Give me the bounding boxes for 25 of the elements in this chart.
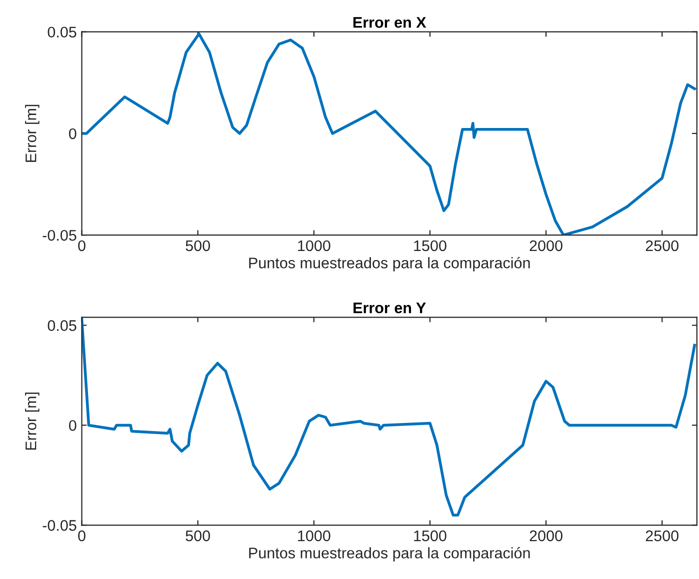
x-tick-label: 1500 [414, 530, 446, 542]
x-tick-label: 0 [78, 240, 86, 252]
y-axis-title: Error [m] [25, 104, 40, 162]
x-tick-label: 2000 [530, 240, 562, 252]
chart-title: Error en Y [354, 302, 426, 314]
y-tick-label: 0.05 [48, 26, 76, 38]
x-tick-label: 1000 [298, 240, 330, 252]
y-tick-label: 0.05 [48, 320, 76, 331]
x-tick-label: 1000 [298, 530, 330, 542]
line-series [82, 32, 696, 236]
y-axis-title: Error [m] [25, 392, 40, 450]
x-tick-label: 2500 [646, 530, 678, 542]
x-tick-label: 1500 [414, 240, 446, 252]
x-tick-label: 2500 [646, 240, 678, 252]
x-tick-label: 500 [186, 530, 210, 542]
y-tick-label: -0.05 [42, 230, 76, 241]
x-axis-title: Puntos muestreados para la comparación [249, 256, 530, 272]
y-tick-label: 0 [69, 420, 76, 431]
x-tick-label: 500 [186, 240, 210, 252]
x-tick-label: 0 [78, 530, 86, 542]
chart-title: Error en X [353, 17, 426, 28]
y-tick-label: 0 [69, 128, 76, 140]
y-tick-label: -0.05 [42, 520, 76, 531]
x-tick-label: 2000 [530, 530, 562, 542]
x-axis-title: Puntos muestreados para la comparación [249, 547, 530, 562]
